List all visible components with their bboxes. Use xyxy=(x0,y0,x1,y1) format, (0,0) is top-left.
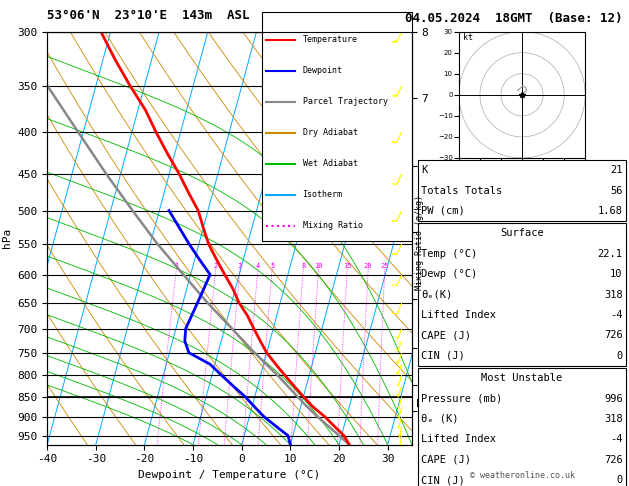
Text: 726: 726 xyxy=(604,455,623,465)
Text: 15: 15 xyxy=(343,262,352,269)
Text: CIN (J): CIN (J) xyxy=(421,351,465,361)
Text: 53°06'N  23°10'E  143m  ASL: 53°06'N 23°10'E 143m ASL xyxy=(47,9,250,22)
X-axis label: Dewpoint / Temperature (°C): Dewpoint / Temperature (°C) xyxy=(138,470,321,480)
Text: PW (cm): PW (cm) xyxy=(421,206,465,216)
Text: 21: 21 xyxy=(610,165,623,175)
Text: Mixing Ratio: Mixing Ratio xyxy=(303,221,362,230)
Text: Wet Adiabat: Wet Adiabat xyxy=(303,159,357,168)
Text: Mixing Ratio: Mixing Ratio xyxy=(303,221,362,230)
Text: 25: 25 xyxy=(381,262,389,269)
Text: 996: 996 xyxy=(604,394,623,403)
Text: Dewpoint: Dewpoint xyxy=(303,66,343,75)
Text: 726: 726 xyxy=(604,330,623,340)
Text: LCL: LCL xyxy=(416,399,434,409)
Text: Temp (°C): Temp (°C) xyxy=(421,249,477,259)
Text: 2: 2 xyxy=(214,262,218,269)
Text: Isotherm: Isotherm xyxy=(303,190,343,199)
Text: Temperature: Temperature xyxy=(303,35,357,44)
Text: 10: 10 xyxy=(314,262,323,269)
Text: 0: 0 xyxy=(616,351,623,361)
Text: 4: 4 xyxy=(256,262,260,269)
Text: 04.05.2024  18GMT  (Base: 12): 04.05.2024 18GMT (Base: 12) xyxy=(405,12,623,25)
FancyBboxPatch shape xyxy=(262,12,412,241)
Text: 0: 0 xyxy=(616,475,623,485)
Text: CAPE (J): CAPE (J) xyxy=(421,455,471,465)
Text: CAPE (J): CAPE (J) xyxy=(421,330,471,340)
Text: 318: 318 xyxy=(604,414,623,424)
Text: Temperature: Temperature xyxy=(303,35,357,44)
Y-axis label: km
ASL: km ASL xyxy=(439,227,457,249)
Text: Parcel Trajectory: Parcel Trajectory xyxy=(303,97,387,106)
Text: K: K xyxy=(421,165,428,175)
Text: 10: 10 xyxy=(610,269,623,279)
Text: 1: 1 xyxy=(174,262,179,269)
Text: 1.68: 1.68 xyxy=(598,206,623,216)
Text: kt: kt xyxy=(463,33,473,42)
Text: Dewp (°C): Dewp (°C) xyxy=(421,269,477,279)
Text: 3: 3 xyxy=(238,262,242,269)
Text: Lifted Index: Lifted Index xyxy=(421,434,496,444)
Text: -4: -4 xyxy=(610,310,623,320)
Text: Dry Adiabat: Dry Adiabat xyxy=(303,128,357,138)
Text: 56: 56 xyxy=(610,186,623,195)
Y-axis label: hPa: hPa xyxy=(2,228,12,248)
Text: 20: 20 xyxy=(364,262,372,269)
Text: 8: 8 xyxy=(301,262,306,269)
Text: Parcel Trajectory: Parcel Trajectory xyxy=(303,97,387,106)
Text: Totals Totals: Totals Totals xyxy=(421,186,503,195)
Text: Dry Adiabat: Dry Adiabat xyxy=(303,128,357,138)
Text: Isotherm: Isotherm xyxy=(303,190,343,199)
Text: 318: 318 xyxy=(604,290,623,299)
Text: θₑ (K): θₑ (K) xyxy=(421,414,459,424)
Text: Wet Adiabat: Wet Adiabat xyxy=(303,159,357,168)
Text: Pressure (mb): Pressure (mb) xyxy=(421,394,503,403)
Text: -4: -4 xyxy=(610,434,623,444)
Text: Dewpoint: Dewpoint xyxy=(303,66,343,75)
Text: 5: 5 xyxy=(270,262,274,269)
Text: Surface: Surface xyxy=(500,228,544,238)
Text: θₑ(K): θₑ(K) xyxy=(421,290,453,299)
Text: 22.1: 22.1 xyxy=(598,249,623,259)
Text: Most Unstable: Most Unstable xyxy=(481,373,563,383)
Text: Mixing Ratio (g/kg): Mixing Ratio (g/kg) xyxy=(415,195,424,291)
Text: © weatheronline.co.uk: © weatheronline.co.uk xyxy=(470,471,574,480)
Text: CIN (J): CIN (J) xyxy=(421,475,465,485)
Text: Lifted Index: Lifted Index xyxy=(421,310,496,320)
